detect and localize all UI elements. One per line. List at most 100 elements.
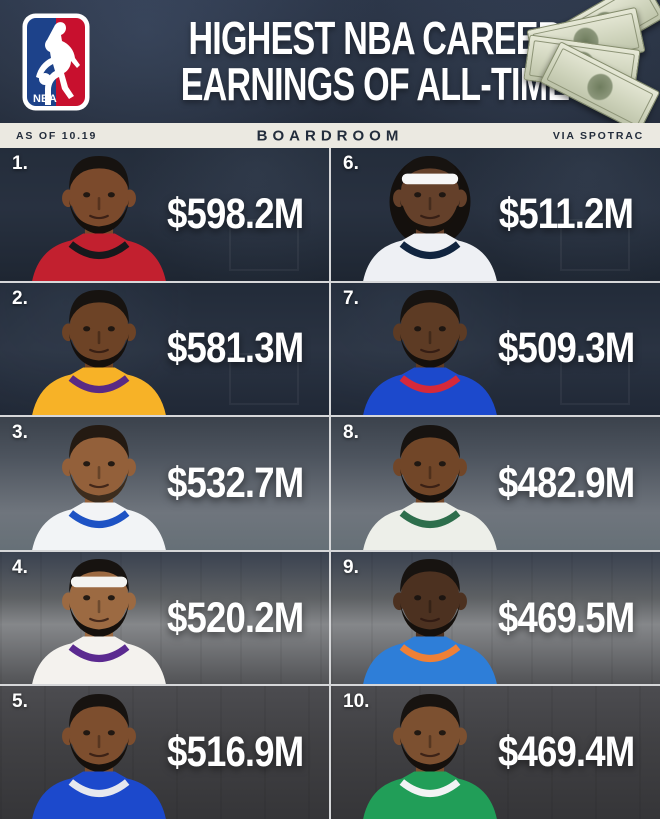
player-cell: 10. $469.4M: [331, 686, 660, 819]
player-cell: 3. $532.7M: [0, 417, 329, 550]
avatar-jersey-trim: [399, 779, 461, 797]
avatar-beard: [400, 468, 460, 504]
rank-label: 1.: [12, 153, 28, 174]
avatar-eye-left: [83, 191, 91, 197]
earnings-amount-wrap: $469.5M: [476, 552, 657, 685]
avatar-head: [400, 695, 460, 767]
avatar-jersey-trim: [399, 240, 461, 259]
nba-logo-icon: NBA: [22, 13, 90, 110]
rank-label: 5.: [12, 691, 28, 713]
avatar-eye-left: [83, 326, 91, 332]
avatar-eye-left: [83, 460, 91, 467]
earnings-amount-wrap: $532.7M: [145, 417, 326, 550]
avatar-head: [69, 426, 129, 497]
avatar-mouth: [89, 618, 109, 623]
earnings-amount: $581.3M: [167, 324, 304, 373]
avatar-head: [400, 291, 460, 363]
nba-logo-text: NBA: [33, 93, 57, 105]
avatar-beard: [69, 738, 129, 773]
boardroom-brand-label: BOARDROOM: [256, 127, 404, 144]
rank-label: 6.: [343, 153, 359, 174]
avatar-jersey-trim: [68, 375, 130, 394]
rank-label: 4.: [12, 556, 28, 578]
avatar-mouth: [89, 348, 109, 354]
avatar-eye-right: [438, 595, 446, 601]
avatar-beard: [69, 603, 129, 638]
player-cell: 4. $520.2M: [0, 551, 329, 685]
avatar-eye-right: [107, 460, 115, 467]
avatar-head: [400, 426, 460, 497]
avatar-jersey-trim: [68, 240, 130, 259]
earnings-amount: $469.4M: [498, 728, 635, 777]
player-avatar: [355, 687, 505, 819]
avatar-jersey-trim: [68, 779, 130, 797]
avatar-hair: [69, 694, 129, 728]
avatar-hair: [400, 694, 460, 728]
avatar-eye-right: [438, 191, 446, 197]
rank-label: 3.: [12, 422, 28, 444]
avatar-headband: [70, 577, 128, 588]
avatar-headband: [401, 173, 459, 184]
avatar-hair: [69, 424, 129, 459]
player-avatar: [24, 283, 174, 416]
avatar-eye-right: [107, 595, 115, 601]
rank-label: 9.: [343, 556, 359, 578]
player-avatar: [24, 418, 174, 550]
avatar-hair: [69, 290, 129, 324]
avatar-eye-left: [414, 326, 422, 332]
avatar-eye-right: [107, 730, 115, 736]
avatar-hair: [400, 155, 460, 190]
avatar-jersey-trim: [68, 644, 130, 663]
earnings-amount-wrap: $581.3M: [145, 283, 326, 416]
earnings-amount-wrap: $516.9M: [145, 686, 326, 819]
avatar-mouth: [89, 214, 109, 219]
earnings-amount: $520.2M: [167, 593, 304, 642]
earnings-amount-wrap: $469.4M: [476, 686, 657, 819]
earnings-amount: $469.5M: [498, 593, 635, 642]
avatar-eye-left: [414, 191, 422, 197]
avatar-beard: [400, 199, 460, 234]
rank-label: 10.: [343, 691, 370, 713]
avatar-eye-right: [107, 191, 115, 197]
avatar-hair: [69, 559, 129, 593]
avatar-head: [69, 695, 129, 767]
earnings-amount-wrap: $520.2M: [145, 552, 326, 685]
rank-label: 7.: [343, 287, 359, 309]
avatar-head: [69, 291, 129, 363]
player-cell: 7. $509.3M: [331, 282, 660, 416]
avatar-hair: [400, 559, 460, 593]
rank-label: 2.: [12, 287, 28, 309]
nba-logo-basketball: [39, 72, 51, 85]
avatar-beard: [69, 199, 129, 234]
player-avatar: [24, 149, 174, 281]
earnings-amount-wrap: $509.3M: [476, 283, 657, 416]
earnings-amount: $532.7M: [167, 458, 304, 507]
avatar-mouth: [420, 214, 440, 219]
earnings-amount: $516.9M: [167, 728, 304, 777]
avatar-beard: [400, 603, 460, 638]
as-of-date-label: AS OF 10.19: [16, 129, 98, 142]
earnings-amount: $598.2M: [167, 189, 304, 238]
avatar-jersey-trim: [68, 510, 130, 528]
player-avatar: [24, 687, 174, 819]
avatar-eye-left: [414, 460, 422, 467]
player-cell: 8. $482.9M: [331, 417, 660, 550]
player-cell: 5. $516.9M: [0, 686, 329, 819]
page-title: HIGHEST NBA CAREER EARNINGS OF ALL-TIME: [164, 15, 586, 110]
avatar-jersey-trim: [399, 375, 461, 394]
player-avatar: [355, 149, 505, 281]
avatar-hair: [400, 424, 460, 459]
subheader-bar: AS OF 10.19 BOARDROOM VIA SPOTRAC: [0, 123, 660, 148]
player-avatar: [355, 552, 505, 685]
earnings-amount-wrap: $598.2M: [145, 148, 326, 281]
player-cell: 9. $469.5M: [331, 551, 660, 685]
header: NBA HIGHEST NBA CAREER EARNINGS OF ALL-T…: [0, 0, 660, 123]
player-avatar: [24, 552, 174, 685]
avatar-head: [400, 561, 460, 632]
avatar-hair: [69, 155, 129, 190]
title-line-2: EARNINGS OF ALL-TIME: [180, 57, 570, 110]
source-label: VIA SPOTRAC: [552, 129, 644, 142]
avatar-jersey-trim: [399, 644, 461, 663]
earnings-amount: $482.9M: [498, 458, 635, 507]
player-cell: 2. $581.3M: [0, 282, 329, 416]
